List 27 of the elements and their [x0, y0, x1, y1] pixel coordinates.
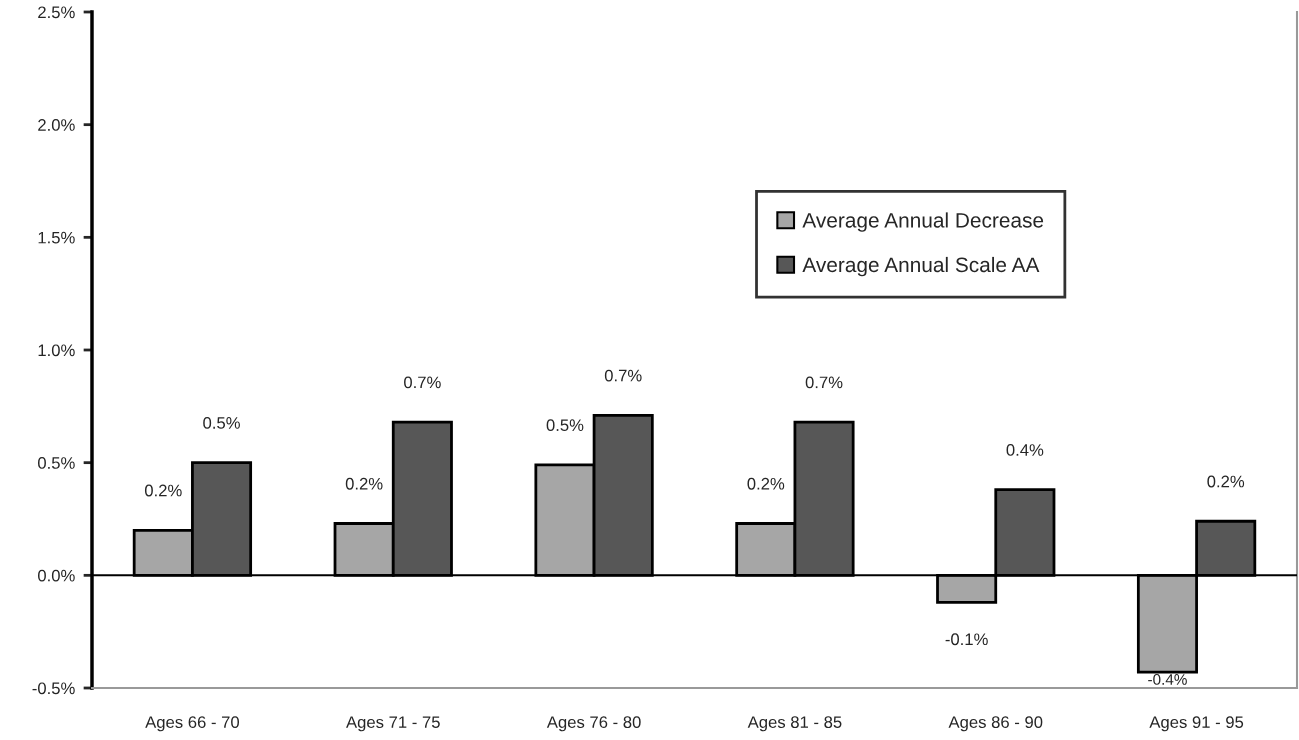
data-label: 0.2% [1207, 475, 1245, 488]
x-tick-label: Ages 66 - 70 [145, 716, 240, 732]
y-tick-label: 2.5% [38, 6, 75, 19]
y-tick-label: 0.0% [38, 569, 75, 582]
data-label: 0.2% [144, 484, 182, 497]
data-label: 0.5% [546, 419, 584, 432]
data-label: 0.2% [747, 477, 785, 490]
data-label: 0.7% [805, 376, 843, 389]
x-tick-label: Ages 91 - 95 [1149, 716, 1244, 732]
y-tick-label: 0.5% [38, 457, 75, 469]
x-tick-label: Ages 81 - 85 [747, 716, 842, 732]
data-label: -0.1% [945, 633, 988, 646]
legend-label: Average Annual Scale AA [802, 256, 1040, 277]
x-tick-label: Ages 86 - 90 [948, 716, 1043, 732]
y-tick-label: 1.5% [38, 231, 75, 244]
data-label: -0.4% [1148, 674, 1187, 685]
data-label: 0.7% [604, 369, 642, 382]
y-tick-label: 2.0% [38, 119, 75, 131]
x-tick-label: Ages 71 - 75 [346, 716, 440, 732]
data-label: 0.2% [345, 477, 383, 490]
data-label: 0.7% [404, 376, 441, 389]
data-label: 0.4% [1006, 444, 1044, 456]
y-tick-label: 1.0% [38, 344, 75, 357]
x-tick-label: Ages 76 - 80 [546, 716, 641, 732]
y-tick-label: -0.5% [32, 682, 75, 695]
data-label: 0.5% [203, 417, 240, 429]
legend-label: Average Annual Decrease [802, 212, 1044, 232]
